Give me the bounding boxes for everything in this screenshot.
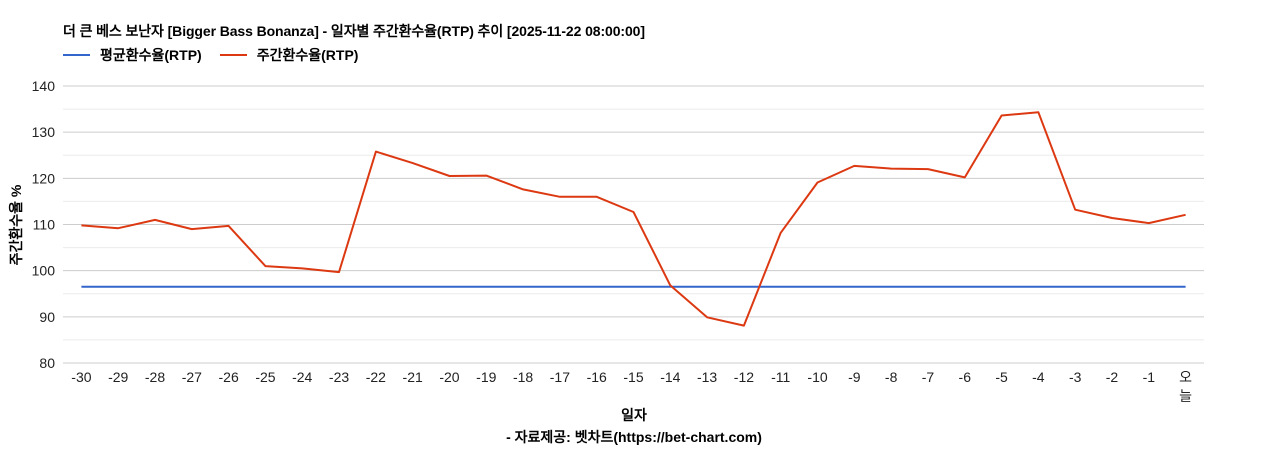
x-axis-ticks: -30 -29 -28 -27 -26 -25 -24 -23 -22 -21 -20 -19 -18 -…: [71, 369, 1192, 404]
x-tick-label: -2: [1106, 369, 1119, 385]
y-tick-label: 80: [39, 355, 55, 371]
x-tick-label: -27: [182, 369, 202, 385]
x-tick-label: 오: [1179, 369, 1192, 385]
y-tick-label: 110: [33, 217, 56, 233]
x-tick-label: -17: [550, 369, 570, 385]
x-tick-label: 늘: [1179, 388, 1192, 404]
y-tick-label: 140: [32, 78, 56, 94]
x-tick-label: -1: [1143, 369, 1156, 385]
x-tick-label: -6: [959, 369, 972, 385]
x-tick-label: -24: [292, 369, 312, 385]
chart-series: [81, 111, 1186, 327]
x-tick-label: -30: [71, 369, 91, 385]
x-tick-label: -19: [476, 369, 496, 385]
x-tick-label: -12: [734, 369, 754, 385]
y-axis-ticks: 80 90 100 110 120 130 140: [32, 78, 56, 371]
x-tick-label: -28: [145, 369, 165, 385]
x-tick-label: -9: [848, 369, 861, 385]
x-tick-label: -22: [366, 369, 386, 385]
x-tick-label: -5: [995, 369, 1008, 385]
data-source-credit: - 자료제공: 벳차트(https://bet-chart.com): [506, 429, 762, 445]
chart-legend: 평균환수율(RTP) 주간환수율(RTP): [63, 45, 376, 65]
y-axis-title: 주간환수율 %: [8, 184, 24, 266]
x-tick-label: -11: [771, 369, 790, 385]
legend-label: 평균환수율(RTP): [100, 47, 202, 63]
y-tick-label: 120: [32, 170, 56, 186]
x-tick-label: -4: [1032, 369, 1045, 385]
y-tick-label: 90: [39, 309, 55, 325]
chart-gridlines: [63, 85, 1204, 364]
x-tick-label: -14: [660, 369, 680, 385]
legend-item-average-rtp[interactable]: 평균환수율(RTP): [63, 45, 202, 65]
x-tick-label: -3: [1069, 369, 1082, 385]
x-tick-label: -8: [885, 369, 898, 385]
x-tick-label: -20: [439, 369, 459, 385]
x-tick-label: -21: [403, 369, 423, 385]
x-tick-label: -10: [807, 369, 827, 385]
x-tick-label: -26: [219, 369, 239, 385]
chart-title: 더 큰 베스 보난자 [Bigger Bass Bonanza] - 일자별 주…: [63, 23, 645, 39]
x-tick-label: -16: [587, 369, 607, 385]
x-tick-label: -29: [108, 369, 128, 385]
x-tick-label: -7: [922, 369, 935, 385]
x-tick-label: -25: [255, 369, 275, 385]
x-tick-label: -15: [623, 369, 643, 385]
legend-item-weekly-rtp[interactable]: 주간환수율(RTP): [219, 45, 359, 65]
x-tick-label: -18: [513, 369, 533, 385]
legend-line-swatch-icon: [63, 54, 90, 56]
x-tick-label: -13: [697, 369, 717, 385]
legend-label: 주간환수율(RTP): [256, 47, 359, 63]
y-tick-label: 130: [32, 124, 56, 140]
x-tick-label: -23: [329, 369, 349, 385]
legend-line-swatch-icon: [219, 54, 247, 56]
x-axis-title: 일자: [621, 407, 647, 423]
y-tick-label: 100: [32, 263, 56, 279]
weekly-rtp-line[interactable]: [81, 111, 1186, 327]
